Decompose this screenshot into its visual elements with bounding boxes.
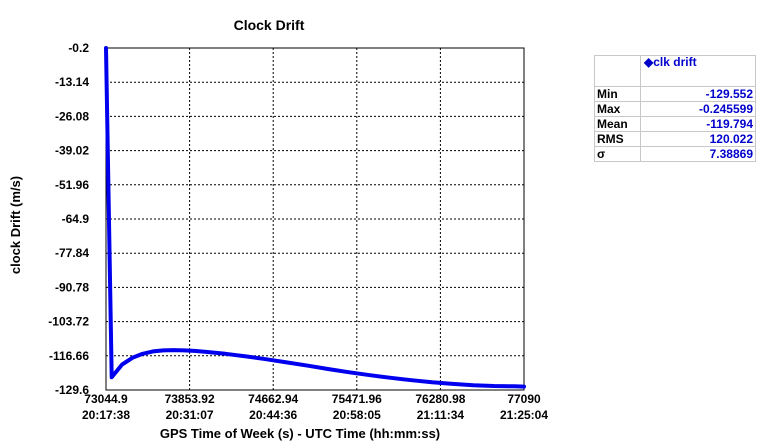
x-tick-label-utc: 20:31:07 [166,408,214,422]
y-tick-label: -64.9 [62,212,90,226]
stats-row-value: -119.794 [640,116,756,132]
stats-row-label: σ [594,146,641,162]
y-tick-label: -90.78 [55,280,89,294]
x-tick-label-utc: 20:17:38 [82,408,130,422]
stats-row: Mean -119.794 [594,116,756,132]
stats-row: RMS 120.022 [594,131,756,147]
statistics-table: ◆clk drift Min -129.552 Max -0.245599 Mean… [594,55,756,162]
x-axis-label: GPS Time of Week (s) - UTC Time (hh:mm:s… [160,426,440,441]
y-tick-label: -103.72 [48,315,89,329]
x-tick-label-utc: 21:25:04 [500,408,548,422]
stats-row-label: RMS [594,131,641,147]
series-line-clk-drift [104,46,526,389]
y-tick-label: -39.02 [55,144,89,158]
y-tick-label: -0.2 [68,41,89,55]
plot-frame [105,47,525,391]
x-tick-label-gps: 73044.9 [84,392,128,406]
x-tick-label-utc: 21:11:34 [417,408,465,422]
series-layer [104,46,526,389]
x-tick-label-gps: 73853.92 [165,392,215,406]
x-tick-label-utc: 20:58:05 [333,408,381,422]
y-tick-labels: -0.2 -13.14 -26.08 -39.02 -51.96 -64.9 -77.84 -… [48,41,89,397]
stats-row-label: Max [594,101,641,117]
stats-row: Max -0.245599 [594,101,756,117]
x-tick-label-gps: 75471.96 [332,392,382,406]
series-marker-icon: ◆ [644,55,654,69]
y-axis-label: clock Drift (m/s) [8,176,23,274]
y-tick-label: -26.08 [55,109,89,123]
stats-row-value: 120.022 [640,131,756,147]
stats-row-value: -129.552 [640,86,756,102]
x-tick-label-gps: 77090 [507,392,541,406]
y-tick-label: -129.6 [55,383,89,397]
stats-row-value: -0.245599 [640,101,756,117]
stats-row: Min -129.552 [594,86,756,102]
stats-row-value: 7.38869 [640,146,756,162]
y-tick-label: -116.66 [49,349,89,363]
y-tick-label: -77.84 [55,246,89,260]
x-tick-labels: 73044.9 20:17:38 73853.92 20:31:07 74662.94 2… [82,392,548,422]
stats-series-label: clk drift [653,55,697,69]
stats-row-label: Min [594,86,641,102]
y-tick-label: -13.14 [55,75,89,89]
stats-series-header: ◆clk drift [640,55,756,87]
stats-header-row: ◆clk drift [594,55,756,87]
stats-row-label: Mean [594,116,641,132]
chart-title: Clock Drift [234,17,305,33]
x-tick-label-gps: 76280.98 [415,392,465,406]
x-tick-label-gps: 74662.94 [248,392,298,406]
stats-header-blank [594,55,641,87]
y-tick-label: -51.96 [55,178,89,192]
x-tick-label-utc: 20:44:36 [249,408,297,422]
grid [106,48,524,390]
stats-row: σ 7.38869 [594,146,756,162]
